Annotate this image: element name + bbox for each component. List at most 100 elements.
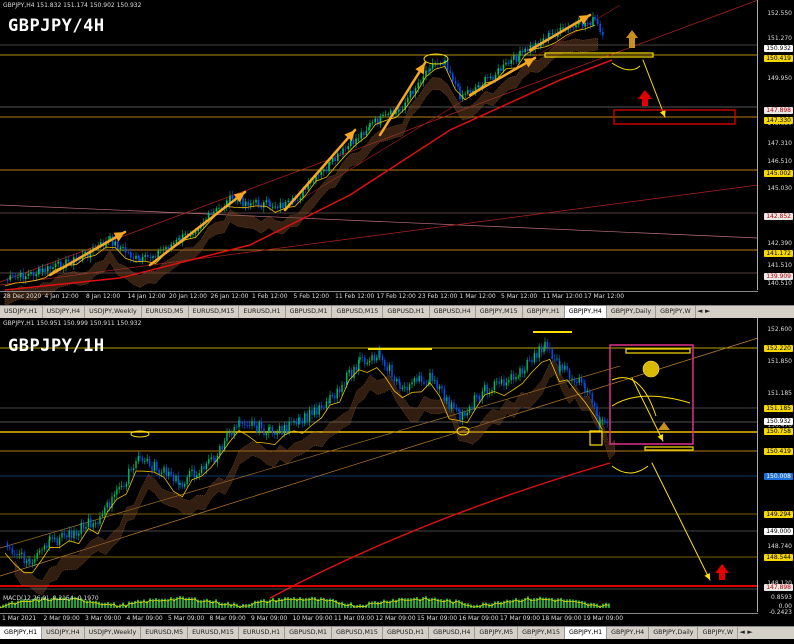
h4-candle-body: [469, 90, 472, 93]
h1-projection-arrow-head: [704, 573, 710, 580]
h4-chart-canvas[interactable]: [0, 0, 794, 318]
h1-low-highlight-ellipse: [456, 426, 470, 436]
chart-tab[interactable]: GBPUSD,M1: [286, 306, 333, 318]
h4-candle-body: [25, 276, 27, 280]
chart-window-h1[interactable]: GBPJPY,H1 150.951 150.999 150.911 150.93…: [0, 318, 794, 644]
h4-candle-body: [382, 114, 384, 117]
chart-tab[interactable]: GBPUSD,M1: [285, 627, 333, 639]
h4-price-scale[interactable]: 152.550151.270149.950148.630147.310146.5…: [757, 0, 794, 290]
chart-tab[interactable]: USDJPY,H4: [43, 306, 86, 318]
h4-candle-body: [409, 90, 412, 98]
h1-candle-body: [179, 482, 181, 485]
chart-tab[interactable]: GBPUSD,M15: [332, 306, 384, 318]
chart-tab[interactable]: GBPJPY,W: [656, 306, 696, 318]
tabs-scroll-right-icon[interactable]: ►: [705, 307, 711, 315]
chart-tab[interactable]: USDJPY,Weekly: [85, 627, 142, 639]
h4-candle-body: [401, 109, 404, 111]
chart-tab[interactable]: GBPJPY,H1: [564, 627, 608, 639]
chart-tab[interactable]: GBPJPY,H1: [523, 306, 565, 318]
h1-candle-body: [48, 539, 50, 548]
h1-candle-body: [484, 384, 486, 392]
h1-candle-body: [290, 421, 293, 423]
chart-tab[interactable]: GBPJPY,M15: [518, 627, 565, 639]
h4-candle-body: [6, 279, 9, 281]
chart-tab[interactable]: EURUSD,M5: [142, 306, 189, 318]
tabs-scroll-left-icon[interactable]: ◄: [739, 628, 745, 636]
h1-candle-body: [29, 559, 31, 564]
h1-candle-body: [388, 364, 391, 372]
h4-target-zone: [613, 109, 736, 125]
tabs-scroll-right-icon[interactable]: ►: [747, 628, 753, 636]
chart-tab[interactable]: EURUSD,M15: [188, 627, 239, 639]
h1-candle-body: [11, 548, 13, 554]
chart-tab[interactable]: USDJPY,H1: [0, 306, 43, 318]
h1-candle-body: [338, 388, 341, 393]
chart-tab[interactable]: GBPJPY,M15: [476, 306, 523, 318]
chart-tab[interactable]: GBPJPY,H4: [564, 306, 607, 318]
h1-price-scale[interactable]: 152.600 151.850 151.185 150.470 149.294 148.7…: [757, 318, 794, 616]
h4-time-label: 5 Mar 12:00: [501, 293, 538, 300]
h1-candle-body: [128, 468, 130, 484]
h4-candle-body: [218, 207, 220, 209]
h1-candle-body: [368, 360, 371, 363]
chart-tab[interactable]: GBPUSD,H1: [383, 627, 430, 639]
h1-candle-body: [188, 470, 191, 478]
h4-candle-body: [329, 161, 331, 163]
chart-tab[interactable]: GBPJPY,H1: [0, 627, 43, 639]
chart-tab[interactable]: GBPJPY,Daily: [607, 306, 657, 318]
chart-window-h4[interactable]: GBPJPY,H4 151.832 151.174 150.902 150.93…: [0, 0, 794, 318]
h4-candle-body: [19, 272, 22, 278]
h1-candle-body: [168, 471, 170, 476]
h4-trend-arrow-head: [415, 63, 425, 75]
h1-candle-body: [517, 376, 520, 378]
h1-candle-body: [308, 409, 311, 422]
tabs-scroll-left-icon[interactable]: ◄: [697, 307, 703, 315]
h4-candle-body: [562, 27, 564, 29]
chart-tab[interactable]: GBPUSD,M15: [332, 627, 383, 639]
chart-tab[interactable]: USDJPY,H4: [42, 627, 85, 639]
h1-candle-body: [258, 421, 260, 433]
chart-tab[interactable]: EURUSD,M5: [141, 627, 189, 639]
h1-candle-body: [184, 484, 186, 487]
h1-candle-body: [23, 552, 25, 563]
chart-tab[interactable]: GBPUSD,H1: [383, 306, 430, 318]
chart-tab[interactable]: EURUSD,H1: [239, 306, 286, 318]
h1-chart-canvas[interactable]: [0, 318, 794, 644]
h4-candle-body: [384, 114, 387, 116]
h1-candle-body: [568, 369, 571, 380]
h1-candle-body: [593, 402, 596, 407]
h1-candle-body: [466, 412, 468, 416]
chart-tab[interactable]: GBPJPY,Daily: [649, 627, 699, 639]
h4-candle-body: [596, 19, 599, 25]
h1-candle-body: [468, 406, 471, 413]
h1-candle-body: [358, 359, 360, 371]
h4-time-label: 1 Mar 12:00: [459, 293, 496, 300]
h1-moving-average-red: [269, 462, 611, 599]
h4-price-label: 145.002: [764, 170, 793, 177]
chart-tab[interactable]: GBPUSD,H4: [429, 627, 476, 639]
chart-tab[interactable]: GBPJPY,M5: [475, 627, 519, 639]
h4-candle-body: [395, 111, 397, 115]
h4-candle-body: [252, 202, 255, 204]
h1-candle-body: [31, 562, 34, 564]
chart-tab[interactable]: EURUSD,M15: [189, 306, 240, 318]
chart-tab[interactable]: EURUSD,H1: [239, 627, 286, 639]
h4-candle-body: [602, 32, 604, 36]
h1-time-label: 17 Mar 09:00: [500, 615, 541, 622]
chart-tab[interactable]: GBPUSD,H4: [430, 306, 476, 318]
h1-candle-body: [132, 468, 135, 471]
h4-candle-body: [220, 207, 223, 209]
chart-tab[interactable]: GBPJPY,W: [698, 627, 739, 639]
h4-candle-body: [431, 63, 434, 69]
chart-tab[interactable]: USDJPY,Weekly: [85, 306, 142, 318]
h4-candle-body: [141, 256, 144, 262]
chart-tab[interactable]: GBPJPY,H4: [607, 627, 650, 639]
h4-candle-body: [350, 139, 352, 147]
h4-candle-body: [117, 241, 119, 250]
h4-candle-body: [47, 266, 49, 272]
h1-candle-body: [63, 533, 66, 536]
h4-time-label: 1 Feb 12:00: [252, 293, 288, 300]
h4-candle-body: [352, 139, 355, 144]
h1-candle-body: [271, 427, 274, 434]
h4-candle-body: [505, 62, 507, 65]
